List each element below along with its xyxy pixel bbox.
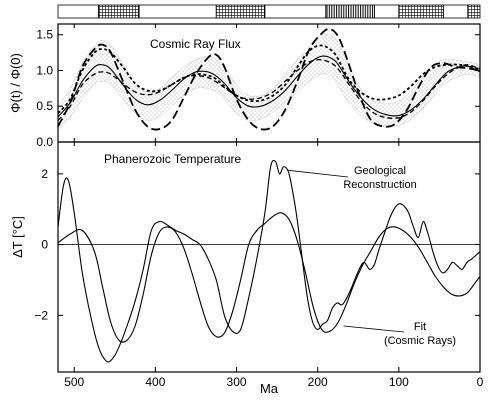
- bottom-x-tick-label: 400: [145, 375, 165, 389]
- cosmic-ray-flux-line-medium-dash: [57, 59, 481, 121]
- period-bar-segment: [467, 4, 481, 19]
- cosmic-ray-flux-series: [57, 28, 481, 131]
- annotation-text: Fit: [414, 321, 426, 333]
- period-bar-segment: [138, 4, 217, 19]
- annotation-leader: [288, 169, 349, 178]
- annotation-fit-cosmic-rays: Fit (Cosmic Rays): [343, 321, 456, 347]
- top-y-tick-label: 0.5: [36, 99, 53, 113]
- cosmic-ray-fit-line: [57, 212, 481, 343]
- bottom-y-ticks: −2 0 2: [34, 167, 480, 322]
- annotation-text: Reconstruction: [343, 179, 416, 191]
- period-bar-segment: [374, 4, 400, 19]
- temperature-series: [57, 159, 481, 363]
- period-bar-segment: [398, 4, 444, 19]
- period-bar: [57, 4, 481, 19]
- bottom-y-tick-label: 2: [41, 167, 48, 181]
- bottom-y-axis-label: ΔT [°C]: [10, 216, 25, 258]
- x-axis-label: Ma: [260, 381, 279, 396]
- top-panel-title: Cosmic Ray Flux: [150, 37, 241, 51]
- period-bar-segment: [264, 4, 327, 19]
- bottom-x-tick-label: 500: [64, 375, 84, 389]
- period-bar-segment: [98, 4, 140, 19]
- annotation-leader: [343, 325, 405, 333]
- cosmic-ray-flux-line-short-dash: [57, 44, 481, 115]
- top-y-axis-label: Φ(t) / Φ(0): [8, 53, 23, 113]
- cosmic-ray-flux-panel: 0.0 0.5 1.0 1.5 Cosmic Ray Flux Φ(t) / Φ(0): [8, 23, 481, 149]
- period-bar-segment: [57, 4, 99, 19]
- phanerozoic-temperature-panel: −2 0 2 500 400 300 200 100 0 Phanerozoic Temper…: [10, 141, 484, 396]
- period-bar-segment: [215, 4, 266, 19]
- period-bar-segment: [443, 4, 469, 19]
- geological-reconstruction-line: [57, 159, 481, 363]
- top-y-tick-label: 0.0: [36, 135, 53, 149]
- annotations: Geological Reconstruction Fit (Cosmic Rays): [288, 165, 456, 347]
- bottom-x-tick-label: 300: [227, 375, 247, 389]
- annotation-text: Geological: [354, 165, 406, 177]
- top-y-ticks: 0.0 0.5 1.0 1.5: [36, 28, 480, 149]
- cosmic-ray-flux-line-long-dash: [57, 28, 481, 131]
- annotation-geological-reconstruction: Geological Reconstruction: [288, 165, 417, 191]
- top-y-tick-label: 1.5: [36, 28, 53, 42]
- top-y-tick-label: 1.0: [36, 63, 53, 77]
- bottom-y-tick-label: 0: [41, 238, 48, 252]
- bottom-x-tick-label: 100: [389, 375, 409, 389]
- annotation-text: (Cosmic Rays): [384, 335, 456, 347]
- bottom-x-tick-label: 0: [477, 375, 484, 389]
- bottom-plot-frame: [57, 141, 481, 373]
- cosmic-ray-flux-line-solid: [57, 55, 481, 118]
- period-bar-segment: [325, 4, 375, 19]
- bottom-panel-title: Phanerozoic Temperature: [104, 152, 242, 166]
- bottom-x-ticks: 500 400 300 200 100 0: [64, 142, 484, 389]
- bottom-y-tick-label: −2: [34, 308, 48, 322]
- bottom-x-tick-label: 200: [308, 375, 328, 389]
